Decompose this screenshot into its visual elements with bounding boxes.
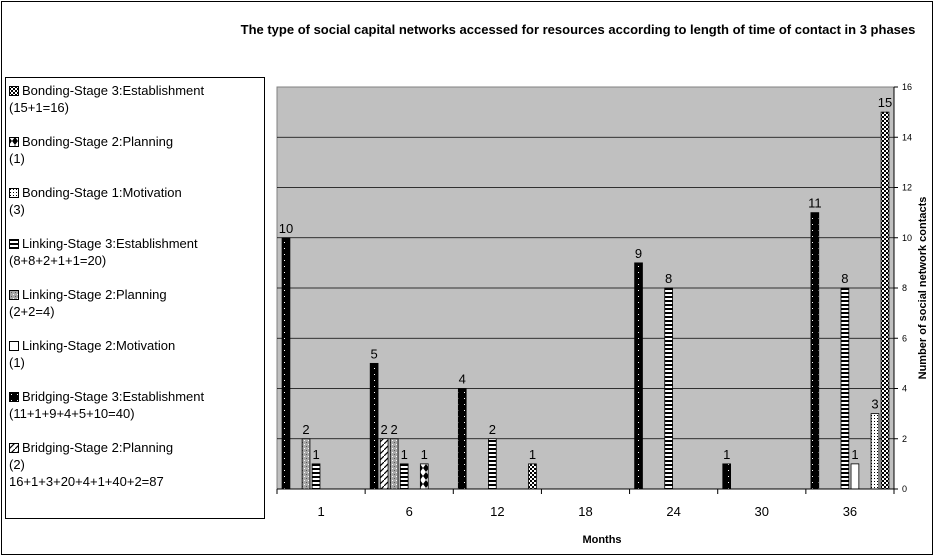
bar bbox=[722, 463, 732, 490]
legend-label: Linking-Stage 2:Planning bbox=[22, 287, 167, 302]
bar bbox=[399, 463, 409, 490]
legend-detail: (8+8+2+1+1=20) bbox=[9, 253, 107, 268]
y-tick-label: 6 bbox=[902, 333, 907, 343]
legend-detail: (2) bbox=[9, 457, 25, 472]
data-label: 2 bbox=[302, 422, 309, 437]
y-tick-label: 14 bbox=[902, 132, 912, 142]
data-label: 2 bbox=[489, 422, 496, 437]
bar bbox=[311, 463, 321, 490]
legend-swatch bbox=[9, 85, 19, 96]
y-tick-label: 2 bbox=[902, 434, 907, 444]
chart-title: The type of social capital networks acce… bbox=[240, 22, 916, 37]
x-tick-label: 30 bbox=[755, 504, 769, 519]
bar bbox=[379, 438, 389, 490]
legend-item: Bridging-Stage 3:Establishment (11+1+9+4+… bbox=[9, 388, 264, 422]
data-label: 1 bbox=[401, 447, 408, 462]
x-tick-label: 18 bbox=[578, 504, 592, 519]
legend-item: Bridging-Stage 2:Planning (2) bbox=[9, 439, 264, 473]
x-tick-label: 12 bbox=[490, 504, 504, 519]
data-label: 1 bbox=[723, 447, 730, 462]
legend-item: Bonding-Stage 2:Planning (1) bbox=[9, 133, 264, 167]
data-label: 2 bbox=[391, 422, 398, 437]
y-tick-label: 4 bbox=[902, 384, 907, 394]
data-label: 3 bbox=[871, 397, 878, 412]
bar bbox=[419, 463, 429, 490]
legend-detail: (1) bbox=[9, 355, 25, 370]
data-label: 4 bbox=[459, 372, 466, 387]
data-label: 1 bbox=[421, 447, 428, 462]
data-label: 9 bbox=[635, 246, 642, 261]
bar bbox=[810, 212, 820, 490]
legend-swatch bbox=[9, 289, 19, 300]
x-tick-label: 6 bbox=[406, 504, 413, 519]
legend-item: Bonding-Stage 1:Motivation (3) bbox=[9, 184, 264, 218]
bar bbox=[488, 438, 497, 490]
data-label: 8 bbox=[841, 271, 848, 286]
legend-swatch bbox=[9, 187, 19, 198]
data-label: 1 bbox=[851, 447, 858, 462]
data-label: 8 bbox=[665, 271, 672, 286]
bar bbox=[457, 388, 467, 490]
y-tick-label: 12 bbox=[902, 183, 912, 193]
y-tick-label: 10 bbox=[902, 233, 912, 243]
legend-swatch bbox=[9, 136, 19, 147]
data-label: 2 bbox=[381, 422, 388, 437]
bar bbox=[281, 237, 291, 490]
legend: Bonding-Stage 3:Establishment (15+1=16) Bo… bbox=[5, 77, 265, 519]
legend-detail: (15+1=16) bbox=[9, 100, 69, 115]
legend-swatch bbox=[9, 391, 19, 402]
legend-swatch bbox=[9, 340, 19, 351]
bar bbox=[389, 438, 399, 490]
x-tick-label: 1 bbox=[317, 504, 324, 519]
legend-detail: (3) bbox=[9, 202, 25, 217]
x-tick-label: 36 bbox=[843, 504, 857, 519]
legend-item: Linking-Stage 2:Planning (2+2=4) bbox=[9, 286, 264, 320]
y-tick-label: 0 bbox=[902, 484, 907, 494]
legend-label: Bonding-Stage 1:Motivation bbox=[22, 185, 182, 200]
legend-detail: (1) bbox=[9, 151, 25, 166]
data-label: 1 bbox=[529, 447, 536, 462]
legend-detail: (2+2=4) bbox=[9, 304, 55, 319]
legend-item: Linking-Stage 3:Establishment (8+8+2+1+1=… bbox=[9, 235, 264, 269]
bar bbox=[880, 111, 890, 490]
y-tick-label: 8 bbox=[902, 283, 907, 293]
x-tick-label: 24 bbox=[666, 504, 680, 519]
legend-label: Linking-Stage 3:Establishment bbox=[22, 236, 198, 251]
bar bbox=[850, 463, 860, 490]
data-label: 5 bbox=[371, 346, 378, 361]
data-label: 11 bbox=[808, 196, 822, 211]
data-label: 10 bbox=[279, 221, 293, 236]
legend-label: Bridging-Stage 2:Planning bbox=[22, 440, 174, 455]
legend-label: Linking-Stage 2:Motivation bbox=[22, 338, 176, 353]
legend-item: Bonding-Stage 3:Establishment (15+1=16) bbox=[9, 82, 264, 116]
x-axis-label: Months bbox=[582, 534, 621, 546]
bar bbox=[528, 463, 537, 490]
legend-swatch bbox=[9, 238, 19, 249]
legend-item: Linking-Stage 2:Motivation (1) bbox=[9, 337, 264, 371]
bar bbox=[369, 362, 379, 490]
bar bbox=[664, 287, 673, 490]
legend-label: Bridging-Stage 3:Establishment bbox=[22, 389, 205, 404]
data-label: 15 bbox=[878, 95, 892, 110]
legend-detail: (11+1+9+4+5+10=40) bbox=[9, 406, 135, 421]
bar bbox=[634, 262, 643, 490]
bar bbox=[301, 438, 311, 490]
legend-label: Bonding-Stage 3:Establishment bbox=[22, 83, 205, 98]
bar bbox=[840, 287, 850, 490]
legend-label: Bonding-Stage 2:Planning bbox=[22, 134, 174, 149]
y-axis-label: Number of social network contacts bbox=[917, 197, 929, 380]
bar bbox=[870, 413, 880, 490]
y-tick-label: 16 bbox=[902, 82, 912, 92]
data-label: 1 bbox=[312, 447, 319, 462]
legend-total: 16+1+3+20+4+1+40+2=87 bbox=[9, 474, 164, 489]
legend-swatch bbox=[9, 442, 19, 453]
